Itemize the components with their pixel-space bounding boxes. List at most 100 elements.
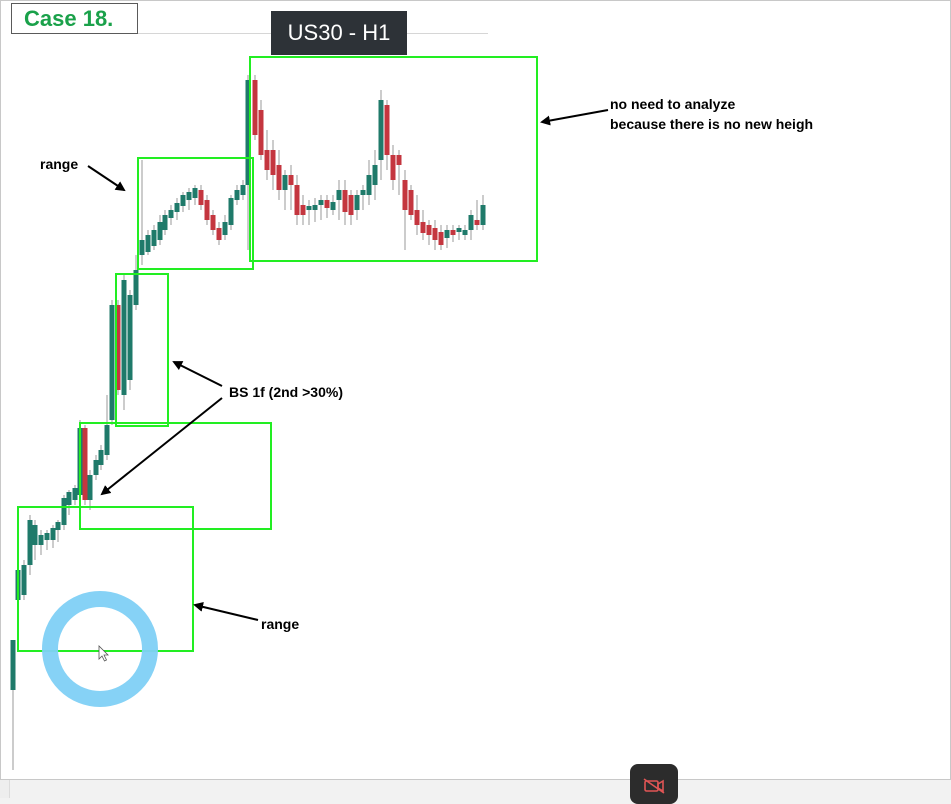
candle-body-bearish bbox=[198, 190, 204, 205]
candle-body-bullish bbox=[32, 525, 38, 545]
candle bbox=[104, 395, 110, 460]
candle-body-bullish bbox=[330, 202, 336, 210]
candle bbox=[414, 195, 420, 235]
candle-body-bullish bbox=[318, 200, 324, 205]
case-title: Case 18. bbox=[11, 3, 138, 34]
candle bbox=[378, 90, 384, 180]
candle-body-bullish bbox=[462, 230, 468, 235]
candle bbox=[204, 195, 210, 225]
candle bbox=[270, 140, 276, 190]
candle bbox=[360, 185, 366, 210]
candle-body-bearish bbox=[438, 232, 444, 245]
candle bbox=[55, 520, 61, 542]
highlight-box-consolidation bbox=[249, 56, 538, 262]
candle-body-bullish bbox=[180, 195, 186, 206]
candle bbox=[157, 215, 163, 245]
candle-body-bullish bbox=[168, 210, 174, 218]
candle-body-bullish bbox=[234, 190, 240, 200]
candle-body-bearish bbox=[396, 155, 402, 165]
candle bbox=[98, 445, 104, 470]
label-no-analyze-line2: because there is no new heigh bbox=[610, 116, 814, 132]
candlestick-series bbox=[10, 75, 486, 770]
candle-body-bearish bbox=[252, 80, 258, 135]
candle-body-bullish bbox=[366, 175, 372, 195]
candle bbox=[10, 640, 16, 770]
candle bbox=[66, 490, 72, 515]
candle-body-bearish bbox=[348, 195, 354, 215]
candle-body-bearish bbox=[426, 225, 432, 235]
arrow-no-analyze bbox=[540, 109, 609, 126]
candle bbox=[198, 185, 204, 210]
candle bbox=[87, 470, 93, 510]
candle-body-bullish bbox=[10, 640, 16, 690]
candle-body-bullish bbox=[282, 175, 288, 190]
candle-body-bearish bbox=[216, 228, 222, 240]
candle-body-bullish bbox=[145, 235, 151, 252]
candle-body-bearish bbox=[342, 190, 348, 212]
candle-body-bullish bbox=[121, 280, 127, 395]
candle bbox=[366, 160, 372, 205]
candle bbox=[384, 100, 390, 170]
candle bbox=[336, 180, 342, 220]
candle bbox=[312, 198, 318, 222]
candle bbox=[72, 485, 78, 505]
candle-body-bullish bbox=[50, 528, 56, 540]
candle bbox=[348, 190, 354, 225]
candle bbox=[44, 530, 50, 550]
arrow-bs-upper bbox=[172, 361, 223, 387]
candle-body-bearish bbox=[432, 228, 438, 240]
candle bbox=[151, 225, 157, 250]
candle bbox=[294, 175, 300, 225]
candle-body-bullish bbox=[360, 190, 366, 195]
candle-body-bullish bbox=[44, 533, 50, 540]
arrow-bs-lower bbox=[100, 397, 223, 496]
candle-body-bearish bbox=[115, 305, 121, 390]
candle-body-bullish bbox=[139, 240, 145, 255]
candle bbox=[324, 195, 330, 218]
candle-body-bearish bbox=[294, 185, 300, 215]
candle bbox=[480, 195, 486, 230]
annotation-arrows bbox=[87, 109, 609, 621]
candle-body-bullish bbox=[336, 190, 342, 200]
candle bbox=[240, 180, 246, 200]
candle-body-bearish bbox=[288, 175, 294, 185]
candle bbox=[438, 225, 444, 250]
candle-body-bullish bbox=[444, 230, 450, 238]
candle bbox=[318, 195, 324, 220]
highlight-box-breakout bbox=[79, 422, 272, 530]
candle-body-bullish bbox=[72, 488, 78, 500]
candle bbox=[282, 170, 288, 210]
candle-body-bearish bbox=[408, 190, 414, 215]
candle-body-bullish bbox=[21, 565, 27, 595]
candle bbox=[109, 300, 115, 425]
candle bbox=[216, 222, 222, 245]
candle bbox=[245, 75, 251, 250]
candle bbox=[27, 515, 33, 575]
candle-body-bullish bbox=[378, 100, 384, 160]
symbol-badge: US30 - H1 bbox=[271, 11, 407, 55]
candle bbox=[186, 188, 192, 210]
candle bbox=[456, 225, 462, 240]
candle-body-bullish bbox=[151, 230, 157, 246]
candle bbox=[300, 195, 306, 225]
candle bbox=[50, 525, 56, 548]
camera-off-button[interactable] bbox=[630, 764, 678, 804]
candle-body-bullish bbox=[162, 215, 168, 230]
candle-body-bullish bbox=[186, 192, 192, 200]
candle-body-bullish bbox=[66, 492, 72, 505]
candle-body-bearish bbox=[384, 105, 390, 155]
candle bbox=[396, 150, 402, 195]
candle-body-bullish bbox=[312, 205, 318, 210]
candle-body-bullish bbox=[456, 228, 462, 232]
candle bbox=[330, 195, 336, 215]
candle bbox=[93, 455, 99, 480]
candle bbox=[38, 530, 44, 555]
candle-body-bullish bbox=[468, 215, 474, 230]
candle-body-bullish bbox=[354, 195, 360, 210]
arrow-range-top bbox=[87, 165, 126, 192]
candle bbox=[408, 185, 414, 220]
candle bbox=[234, 185, 240, 205]
candle-body-bullish bbox=[98, 450, 104, 465]
candle-body-bullish bbox=[87, 475, 93, 500]
candle-body-bullish bbox=[127, 295, 133, 380]
